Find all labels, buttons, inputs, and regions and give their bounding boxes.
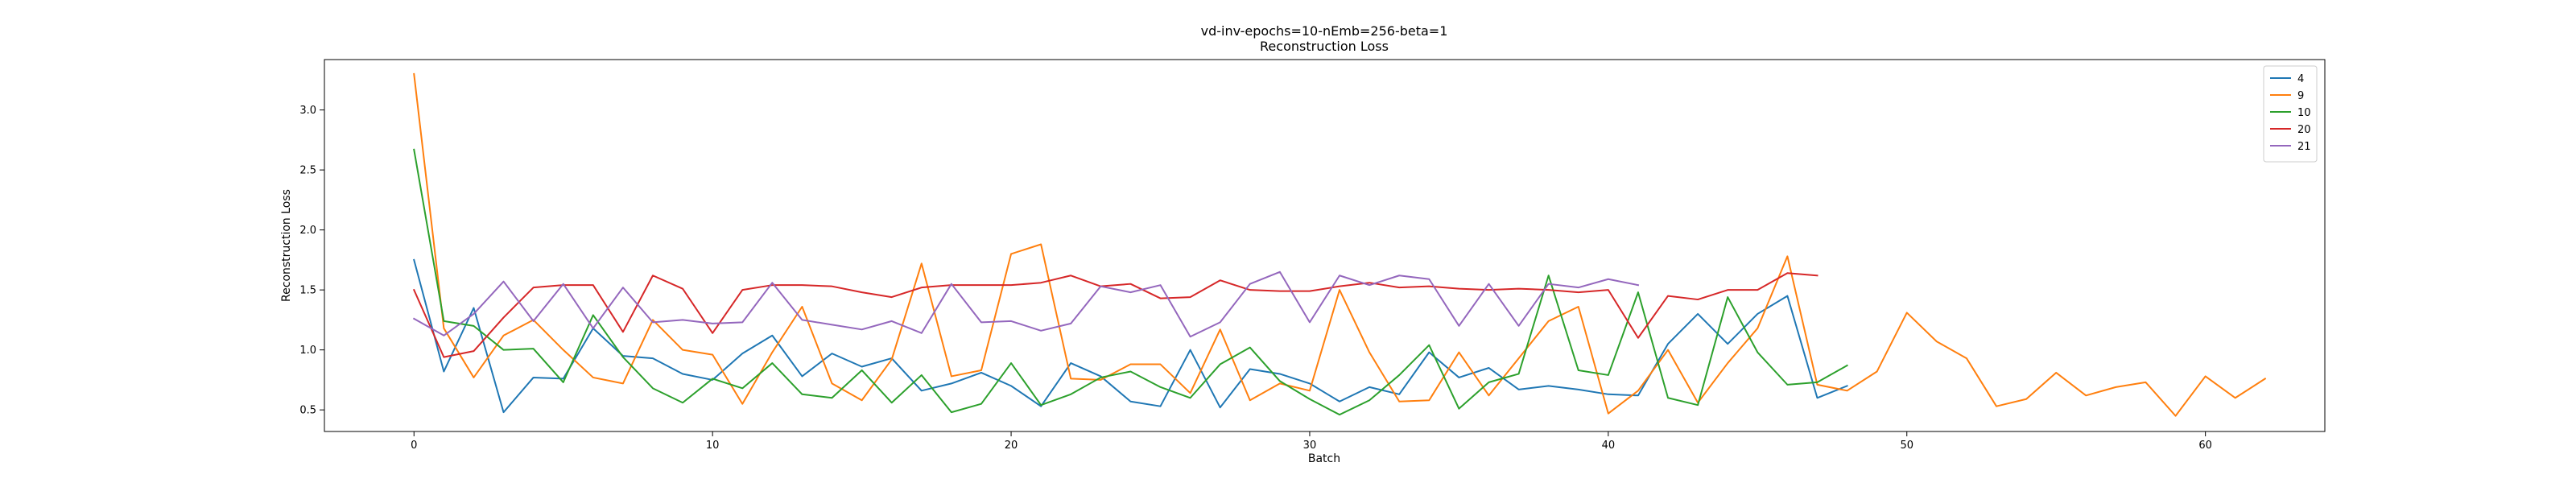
chart-subtitle: Reconstruction Loss [1260,39,1389,54]
series-line-10 [413,148,1848,416]
x-axis-label: Batch [1308,452,1340,465]
y-tick-label: 0.5 [299,405,316,417]
y-tick-label: 2.5 [299,165,316,177]
plot-frame [324,59,2326,432]
legend-label: 10 [2297,107,2311,119]
series-line-4 [413,258,1848,414]
y-tick-label: 1.0 [299,345,316,357]
legend-label: 21 [2297,141,2311,153]
legend-label: 9 [2297,90,2304,102]
x-tick-label: 20 [1005,440,1018,452]
x-axis: 0 10 20 30 40 50 60 [411,431,2212,452]
x-tick-label: 10 [706,440,720,452]
legend-label: 20 [2297,124,2311,136]
series-line-20 [412,272,1818,358]
series-layer [412,72,2267,417]
chart-title: vd-inv-epochs=10-nEmb=256-beta=1 [1201,23,1448,39]
legend-box [2263,65,2318,163]
x-tick-label: 50 [1900,440,1913,452]
y-tick-label: 3.0 [299,105,316,117]
y-axis-label: Reconstruction Loss [280,189,293,302]
x-tick-label: 0 [411,440,417,452]
y-tick-label: 2.0 [299,225,316,237]
series-line-21 [412,270,1640,338]
legend-label: 4 [2297,73,2304,85]
y-tick-label: 1.5 [299,285,316,297]
legend: 4 9 10 20 21 [2263,65,2318,163]
y-axis: 0.5 1.0 1.5 2.0 2.5 3.0 [299,105,324,417]
series-line-9 [413,72,2267,417]
x-tick-label: 60 [2198,440,2212,452]
x-tick-label: 40 [1602,440,1616,452]
x-tick-label: 30 [1303,440,1317,452]
